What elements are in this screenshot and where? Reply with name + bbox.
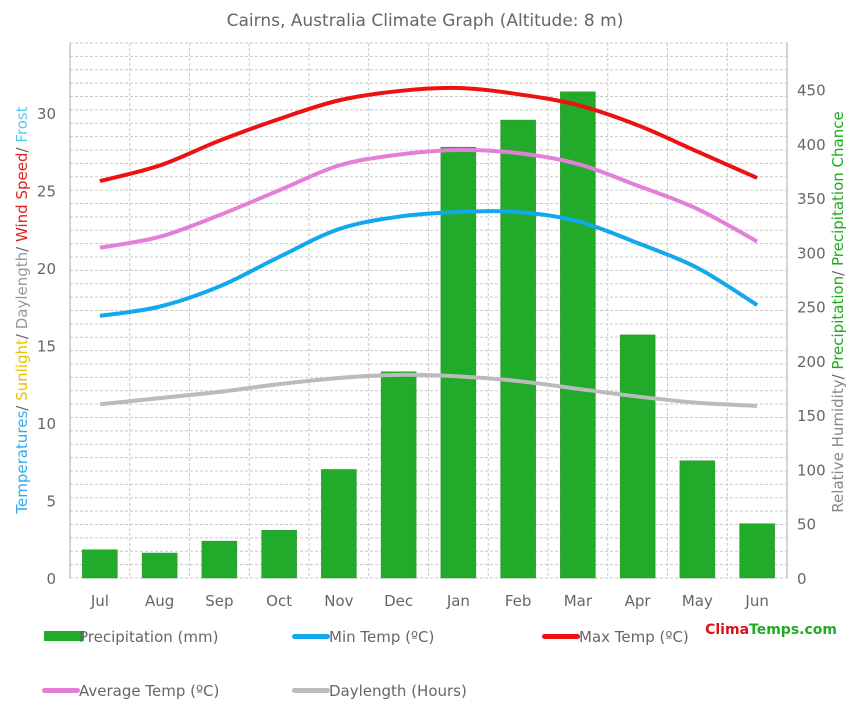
precipitation-bar-jan: [440, 146, 477, 579]
legend-swatch-max-temp-c: [542, 634, 580, 639]
grid-lines: [69, 42, 788, 579]
x-tick-label-nov: Nov: [324, 592, 353, 610]
x-tick-label-apr: Apr: [625, 592, 652, 610]
brand-part-temps: Temps: [749, 622, 799, 638]
axes: 051015202530050100150200250300350400450J…: [37, 43, 826, 610]
precipitation-bar-jul: [82, 549, 118, 579]
axis-label-part: Wind Speed: [13, 153, 31, 247]
precipitation-bar-apr: [619, 334, 656, 579]
right-tick-label: 200: [797, 353, 826, 371]
precipitation-bar-nov: [321, 469, 357, 579]
precipitation-bar-oct: [261, 530, 297, 579]
right-tick-label: 300: [797, 244, 826, 262]
precipitation-bar-aug: [141, 552, 178, 579]
legend-label-min-temp-c: Min Temp (ºC): [329, 628, 434, 646]
legend: Precipitation (mm) Min Temp (ºC) Max Temp …: [42, 628, 689, 700]
axis-label-part: /: [13, 246, 31, 252]
axis-label-part: Relative Humidity: [829, 379, 847, 512]
max-temp-c-line: [99, 85, 758, 183]
x-tick-label-jul: Jul: [90, 592, 109, 610]
precipitation-bar-jun: [739, 523, 775, 579]
legend-swatch-min-temp-c: [292, 634, 330, 639]
right-axis-label: Relative Humidity/ Precipitation/ Precip…: [829, 111, 847, 512]
left-tick-label: 15: [37, 337, 56, 355]
legend-swatch-precipitation-mm: [44, 631, 84, 641]
left-tick-label: 25: [37, 182, 56, 200]
average-temp-c-line: [99, 147, 759, 250]
right-tick-label: 150: [797, 407, 826, 425]
x-tick-label-dec: Dec: [384, 592, 413, 610]
left-axis-label: Temperatures/ Sunlight/ Daylength/ Wind …: [13, 106, 31, 514]
left-tick-label: 20: [37, 260, 56, 278]
axis-label-part: /: [13, 333, 31, 339]
axis-label-part: Daylength: [13, 252, 31, 334]
x-tick-label-sep: Sep: [205, 592, 233, 610]
precipitation-bar-mar: [560, 91, 596, 579]
chart-title: Cairns, Australia Climate Graph (Altitud…: [227, 11, 624, 31]
precipitation-bar-feb: [500, 119, 536, 579]
x-tick-label-oct: Oct: [266, 592, 292, 610]
axis-label-part: /: [13, 405, 31, 411]
right-tick-label: 100: [797, 461, 826, 479]
left-tick-label: 10: [37, 415, 56, 433]
left-tick-label: 0: [46, 570, 56, 588]
precipitation-bar-dec: [380, 371, 417, 579]
right-tick-label: 350: [797, 190, 826, 208]
right-tick-label: 50: [797, 516, 816, 534]
precipitation-bar-may: [679, 460, 716, 579]
axis-label-part: /: [829, 373, 847, 379]
min-temp-c-line: [99, 209, 759, 318]
legend-label-precipitation-mm: Precipitation (mm): [79, 628, 218, 646]
right-tick-label: 400: [797, 136, 826, 154]
axis-label-part: /: [13, 147, 31, 153]
axis-label-part: Precipitation Chance: [829, 111, 847, 270]
axis-label-part: Precipitation: [829, 276, 847, 375]
right-tick-label: 0: [797, 570, 807, 588]
legend-swatch-daylength-hours: [292, 688, 330, 693]
brand-part-com: .com: [799, 622, 837, 638]
right-tick-label: 250: [797, 299, 826, 317]
axis-label-part: Sunlight: [13, 339, 31, 406]
left-tick-label: 5: [46, 492, 56, 510]
x-tick-label-jan: Jan: [446, 592, 470, 610]
legend-label-average-temp-c: Average Temp (ºC): [79, 682, 219, 700]
axis-label-part: Temperatures: [13, 411, 31, 515]
series-lines: [99, 85, 759, 408]
axis-label-part: Frost: [13, 106, 31, 147]
left-tick-label: 30: [37, 105, 56, 123]
right-tick-label: 450: [797, 82, 826, 100]
x-tick-label-feb: Feb: [505, 592, 532, 610]
x-tick-label-aug: Aug: [145, 592, 174, 610]
legend-label-max-temp-c: Max Temp (ºC): [579, 628, 689, 646]
x-tick-label-may: May: [682, 592, 713, 610]
legend-label-daylength-hours: Daylength (Hours): [329, 682, 467, 700]
precipitation-bar-sep: [201, 540, 238, 579]
axis-label-part: /: [829, 270, 847, 276]
brand-part-clima: Clima: [705, 622, 749, 638]
legend-swatch-average-temp-c: [42, 688, 80, 693]
precipitation-bars: [82, 91, 775, 579]
daylength-hours-line: [99, 372, 758, 408]
x-tick-label-mar: Mar: [564, 592, 593, 610]
brand-logo[interactable]: ClimaTemps.com: [705, 622, 837, 638]
x-tick-label-jun: Jun: [744, 592, 768, 610]
